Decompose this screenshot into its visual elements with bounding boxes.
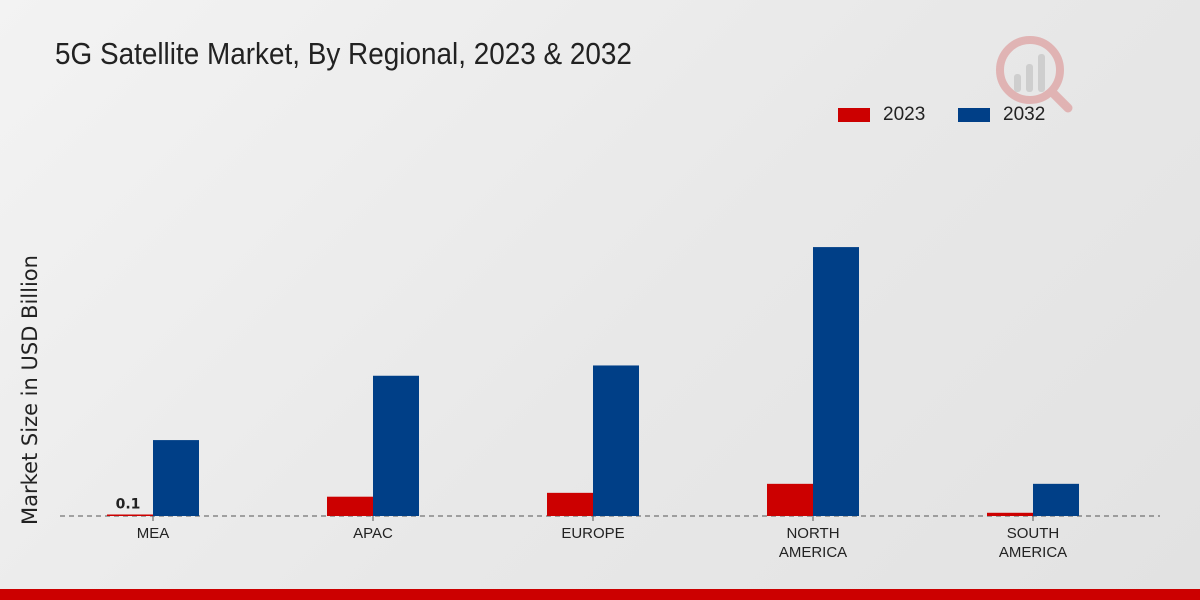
bar-2023-apac [327, 496, 373, 516]
bar-2032-south-america [1033, 483, 1079, 516]
chart-title: 5G Satellite Market, By Regional, 2023 &… [55, 36, 632, 71]
legend-label-2023: 2023 [883, 104, 926, 125]
x-tick-label: NORTH [786, 525, 839, 542]
bar-2023-mea [107, 514, 153, 516]
x-tick-label: SOUTH [1007, 525, 1060, 542]
legend-swatch-2023 [838, 108, 870, 122]
x-tick-label: MEA [137, 525, 170, 542]
bar-2023-north-america [767, 483, 813, 516]
footer-accent-bar [0, 589, 1200, 600]
x-tick-label: AMERICA [779, 544, 847, 561]
legend-label-2032: 2032 [1003, 104, 1046, 125]
bar-2032-north-america [813, 247, 859, 516]
bar-2032-mea [153, 440, 199, 516]
legend-swatch-2032 [958, 108, 990, 122]
bar-2032-apac [373, 375, 419, 516]
x-tick-label: APAC [353, 525, 393, 542]
bar-2023-south-america [987, 512, 1033, 516]
x-tick-label: EUROPE [561, 525, 624, 542]
bar-2032-europe [593, 365, 639, 516]
data-label: 0.1 [116, 497, 141, 513]
x-tick-label: AMERICA [999, 544, 1067, 561]
watermark-logo-icon [996, 36, 1073, 113]
bar-2023-europe [547, 492, 593, 516]
